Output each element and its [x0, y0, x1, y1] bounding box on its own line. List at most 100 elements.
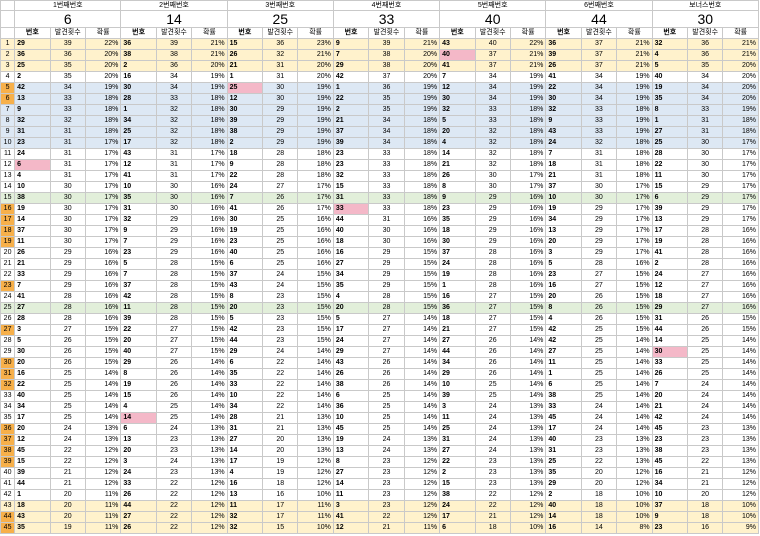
probability-cell: 17% [297, 192, 334, 204]
number-cell: 39 [651, 203, 688, 215]
probability-cell: 20% [297, 71, 334, 83]
count-cell: 23 [368, 467, 405, 479]
number-cell: 16 [332, 247, 370, 259]
probability-cell: 21% [722, 49, 759, 61]
probability-cell: 18% [84, 126, 122, 138]
probability-cell: 14% [616, 368, 653, 380]
number-cell: 37 [226, 269, 264, 281]
number-cell: 24 [651, 269, 688, 281]
row-index: 39 [0, 456, 16, 468]
probability-cell: 21% [191, 49, 228, 61]
row-index: 16 [0, 203, 16, 215]
count-cell: 26 [580, 313, 618, 325]
probability-cell: 20% [722, 71, 759, 83]
probability-cell: 10% [616, 511, 653, 523]
count-cell: 27 [155, 335, 193, 347]
count-cell: 32 [155, 104, 193, 116]
probability-cell: 15% [191, 302, 228, 314]
count-cell: 18 [686, 500, 724, 512]
number-cell: 19 [14, 203, 51, 215]
table-row: 31 16 25 14% 8 26 14% 35 22 14% 26 26 14% 29 26 14% 1 25 1… [0, 368, 759, 380]
number-cell: 40 [226, 247, 264, 259]
number-cell: 39 [120, 313, 157, 325]
count-cell: 26 [474, 346, 511, 358]
row-index: 36 [0, 423, 16, 435]
count-cell: 36 [262, 38, 299, 50]
number-cell: 3 [545, 247, 582, 259]
count-cell: 25 [474, 390, 511, 402]
probability-cell: 14% [297, 346, 334, 358]
number-cell: 10 [226, 390, 264, 402]
number-cell: 30 [439, 236, 476, 248]
column-header-num: 번호 [439, 27, 476, 39]
number-cell: 21 [14, 258, 51, 270]
probability-cell: 14% [616, 346, 653, 358]
number-cell: 11 [226, 500, 264, 512]
probability-cell: 16% [722, 269, 759, 281]
number-cell: 32 [226, 511, 264, 523]
number-cell: 26 [14, 247, 51, 259]
probability-cell: 20% [722, 93, 759, 105]
count-cell: 20 [49, 511, 86, 523]
group-label: 4번째번호 [332, 0, 441, 11]
number-cell: 40 [332, 225, 370, 237]
count-cell: 33 [474, 104, 511, 116]
number-cell: 37 [439, 247, 476, 259]
count-cell: 29 [580, 203, 618, 215]
number-cell: 13 [14, 93, 51, 105]
table-row: 8 32 32 18% 34 32 18% 39 29 19% 21 34 18% 5 33 18% 9 33 19… [0, 115, 759, 127]
probability-cell: 15% [403, 258, 441, 270]
table-row: 12 6 31 17% 12 31 17% 9 28 18% 23 33 18% 21 32 18% 18 31 1… [0, 159, 759, 171]
number-cell: 45 [14, 445, 51, 457]
count-cell: 24 [686, 412, 724, 424]
probability-cell: 16% [297, 258, 334, 270]
probability-cell: 12% [509, 489, 547, 501]
probability-cell: 16% [191, 225, 228, 237]
count-cell: 28 [686, 247, 724, 259]
probability-cell: 16% [84, 269, 122, 281]
table-row: 21 21 29 16% 5 28 15% 6 25 16% 27 29 15% 24 28 16% 5 28 16… [0, 258, 759, 270]
number-cell: 12 [120, 159, 157, 171]
count-cell: 29 [474, 214, 511, 226]
table-row: 35 17 25 14% 14 25 14% 28 21 13% 10 25 14% 11 24 13% 45 2… [0, 412, 759, 424]
number-cell: 30 [14, 346, 51, 358]
number-cell: 20 [14, 357, 51, 369]
probability-cell: 12% [403, 489, 441, 501]
count-cell: 22 [49, 445, 86, 457]
probability-cell: 12% [403, 500, 441, 512]
probability-cell: 11% [297, 511, 334, 523]
probability-cell: 18% [403, 115, 441, 127]
row-index: 10 [0, 137, 16, 149]
count-cell: 31 [262, 60, 299, 72]
count-cell: 29 [474, 192, 511, 204]
probability-cell: 13% [616, 456, 653, 468]
probability-cell: 14% [509, 379, 547, 391]
corner-cell [0, 10, 16, 28]
row-index: 29 [0, 346, 16, 358]
number-cell: 4 [439, 137, 476, 149]
count-cell: 29 [474, 203, 511, 215]
count-cell: 26 [262, 192, 299, 204]
number-cell: 38 [439, 489, 476, 501]
row-index: 37 [0, 434, 16, 446]
number-cell: 32 [120, 214, 157, 226]
table-row: 40 39 21 12% 24 23 13% 4 19 12% 27 23 12% 2 23 13% 35 20 1… [0, 467, 759, 479]
row-index: 42 [0, 489, 16, 501]
count-cell: 25 [580, 335, 618, 347]
probability-cell: 19% [509, 82, 547, 94]
row-index: 45 [0, 522, 16, 534]
probability-cell: 12% [403, 478, 441, 490]
number-cell: 27 [120, 511, 157, 523]
number-cell: 23 [439, 203, 476, 215]
probability-cell: 12% [616, 467, 653, 479]
number-cell: 26 [651, 368, 688, 380]
number-cell: 42 [545, 335, 582, 347]
probability-cell: 15% [616, 302, 653, 314]
number-cell: 4 [332, 291, 370, 303]
number-cell: 38 [332, 379, 370, 391]
probability-cell: 14% [403, 368, 441, 380]
number-cell: 20 [120, 335, 157, 347]
row-index: 17 [0, 214, 16, 226]
count-cell: 28 [155, 258, 193, 270]
number-cell: 7 [120, 236, 157, 248]
